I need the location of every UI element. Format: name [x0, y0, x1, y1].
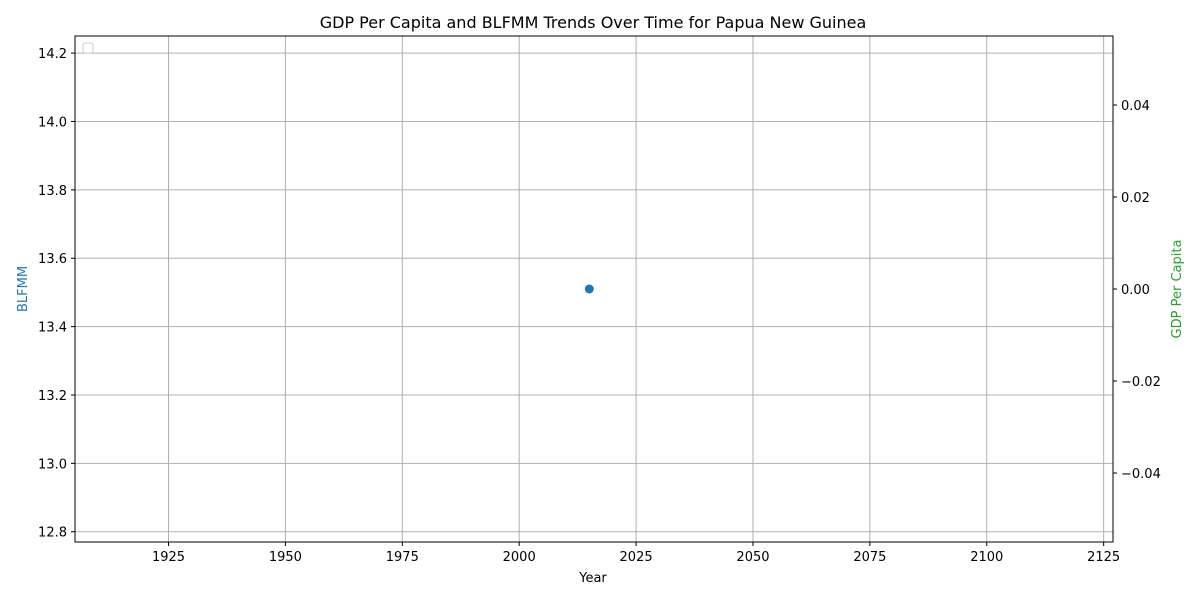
left-y-tick-label: 13.4	[38, 321, 67, 336]
data-point	[584, 284, 594, 294]
x-tick-label: 2100	[970, 550, 1003, 565]
left-y-tick-label: 12.8	[38, 526, 67, 541]
left-y-tick-label: 14.0	[38, 115, 67, 130]
left-y-tick-label: 14.2	[38, 47, 67, 62]
legend-box	[82, 42, 94, 54]
x-axis-ticks: 1925 1950 1975 2000 2025 2050 2075 2100 2125	[152, 542, 1120, 565]
right-y-axis-title: GDP Per Capita	[1170, 240, 1185, 339]
x-tick-label: 1950	[269, 550, 302, 565]
right-y-tick-label: 0.00	[1121, 283, 1150, 298]
right-y-tick-label: 0.02	[1121, 191, 1150, 206]
left-y-axis-title: BLFMM	[16, 266, 31, 312]
right-y-tick-label: −0.02	[1121, 375, 1161, 390]
x-tick-label: 2000	[503, 550, 536, 565]
x-tick-label: 2125	[1087, 550, 1120, 565]
left-y-tick-label: 13.6	[38, 252, 67, 267]
x-tick-label: 2025	[620, 550, 653, 565]
x-tick-label: 2050	[736, 550, 769, 565]
right-y-axis-ticks: −0.04 −0.02 0.00 0.02 0.04	[1113, 99, 1161, 482]
left-y-tick-label: 13.0	[38, 457, 67, 472]
chart-title: GDP Per Capita and BLFMM Trends Over Tim…	[320, 13, 867, 32]
right-y-tick-label: −0.04	[1121, 467, 1161, 482]
left-y-axis-ticks: 12.8 13.0 13.2 13.4 13.6 13.8 14.0 14.2	[38, 47, 75, 541]
x-tick-label: 1975	[386, 550, 419, 565]
left-y-tick-label: 13.8	[38, 184, 67, 199]
grid	[75, 36, 1113, 542]
right-y-tick-label: 0.04	[1121, 99, 1150, 114]
data-points	[584, 284, 594, 294]
left-y-tick-label: 13.2	[38, 389, 67, 404]
x-tick-label: 2075	[853, 550, 886, 565]
x-axis-title: Year	[578, 571, 607, 586]
x-tick-label: 1925	[152, 550, 185, 565]
